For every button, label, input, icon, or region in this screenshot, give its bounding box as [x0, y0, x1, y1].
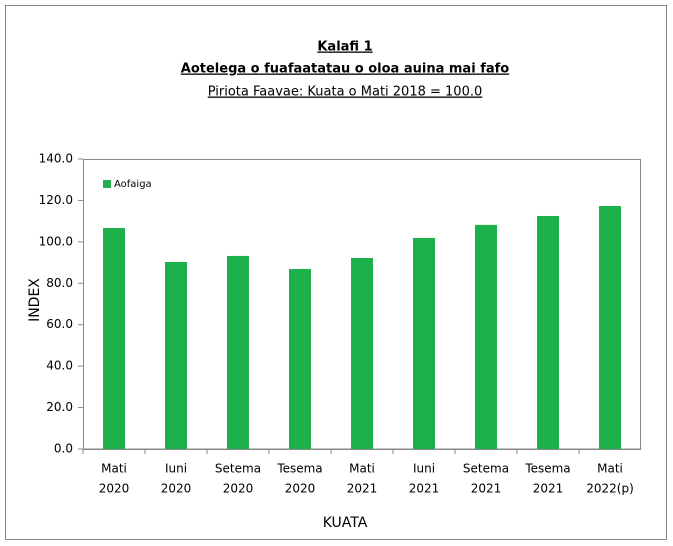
x-tick-label: 2021	[347, 482, 378, 496]
x-tick-label: Setema	[463, 462, 509, 476]
legend-label: Aofaiga	[114, 179, 152, 190]
chart-subtitle: Piriota Faavae: Kuata o Mati 2018 = 100.…	[208, 85, 483, 100]
bar	[537, 215, 559, 449]
x-tick-label: 2020	[285, 482, 316, 496]
x-tick-label: 2020	[161, 482, 192, 496]
legend-swatch	[103, 180, 111, 188]
x-tick-label: 2020	[99, 482, 130, 496]
y-tick-label: 120.0	[39, 193, 73, 207]
y-tick-label: 100.0	[39, 234, 73, 248]
y-tick-label: 60.0	[46, 317, 73, 331]
x-tick-label: Mati	[101, 462, 127, 476]
bar	[227, 255, 249, 449]
x-tick-label: Tesema	[524, 462, 570, 476]
x-tick-label: Mati	[597, 462, 623, 476]
bar	[475, 224, 497, 449]
y-tick-label: 80.0	[46, 276, 73, 290]
y-tick-label: 0.0	[54, 442, 73, 456]
bar	[351, 258, 373, 449]
x-tick-label: Setema	[215, 462, 261, 476]
bar	[413, 237, 435, 449]
x-tick-label: Iuni	[413, 462, 435, 476]
x-tick-label: Mati	[349, 462, 375, 476]
x-tick-label: 2020	[223, 482, 254, 496]
chart-title: Kalafi 1	[317, 40, 372, 55]
y-axis-label: INDEX	[27, 278, 43, 322]
bar	[165, 261, 187, 449]
x-tick-label: Tesema	[276, 462, 322, 476]
y-tick-label: 20.0	[46, 400, 73, 414]
x-tick-label: 2021	[409, 482, 440, 496]
x-tick-label: 2021	[533, 482, 564, 496]
y-tick-label: 140.0	[39, 152, 73, 166]
bar	[103, 227, 125, 449]
x-axis-label: KUATA	[323, 515, 368, 531]
chart-title: Aotelega o fuafaatatau o oloa auina mai …	[181, 62, 509, 77]
bar	[289, 268, 311, 449]
y-tick-label: 40.0	[46, 359, 73, 373]
bar	[599, 206, 621, 449]
x-tick-label: 2021	[471, 482, 502, 496]
x-tick-label: Iuni	[165, 462, 187, 476]
x-tick-label: 2022(p)	[586, 482, 634, 496]
